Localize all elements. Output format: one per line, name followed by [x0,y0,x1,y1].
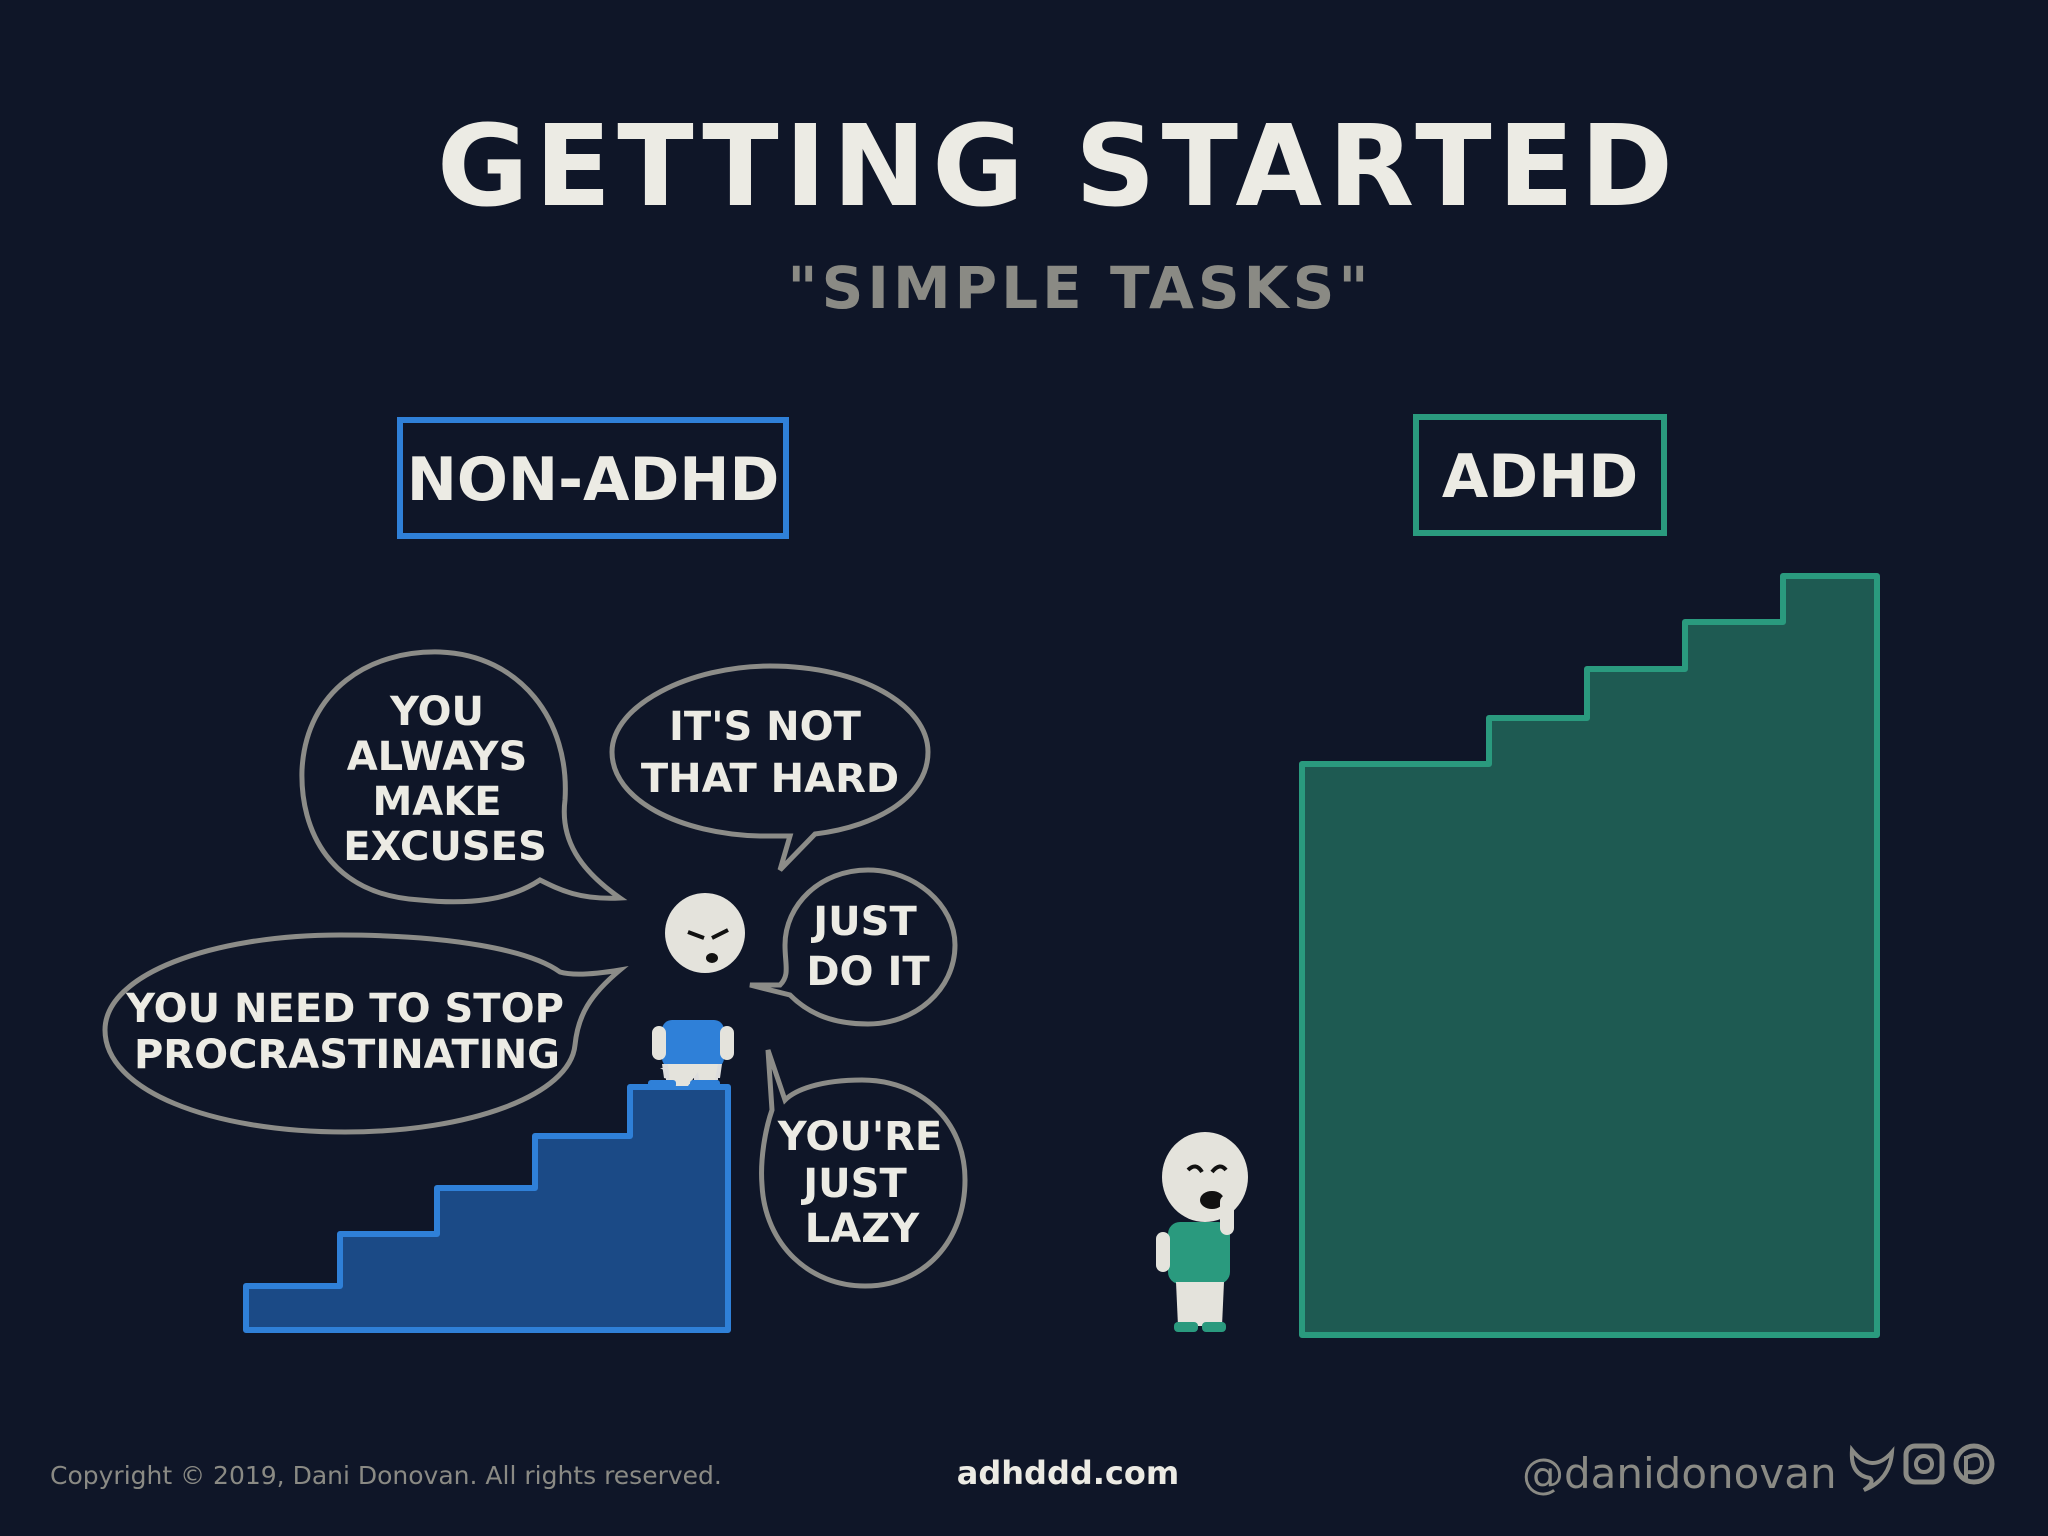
bubble-text-line: YOU [389,689,484,735]
adhd-label-box: ADHD [1413,414,1667,536]
bubble-text-line: JUST [800,1161,907,1207]
speech-bubble-not-that-hard: IT'S NOT THAT HARD [609,663,931,872]
bubble-text-line: EXCUSES [343,824,547,870]
title: GETTING STARTED [437,102,1679,232]
large-staircase [1299,573,1880,1338]
bubble-text-line: YOU'RE [777,1114,942,1160]
speech-bubble-lazy: YOU'RE JUST LAZY [759,1049,968,1289]
bubble-text-line: LAZY [805,1206,920,1252]
non-adhd-label: NON-ADHD [407,445,780,515]
twitter-icon[interactable] [1849,1444,1895,1492]
bubble-text-line: PROCRASTINATING [134,1032,560,1078]
small-staircase [243,1084,731,1333]
speech-bubble-just-do-it: JUST DO IT [749,867,958,1027]
bubble-text-line: DO IT [806,949,930,995]
frowning-character [648,893,745,1088]
non-adhd-label-box: NON-ADHD [397,417,789,539]
patreon-icon[interactable] [1953,1443,1995,1485]
instagram-icon[interactable] [1903,1443,1945,1485]
bubble-text-line: ALWAYS [347,734,528,780]
bubble-text-line: IT'S NOT [669,704,862,750]
adhd-label: ADHD [1442,442,1638,512]
social-handle[interactable]: @danidonovan [1522,1449,1837,1498]
copyright-text: Copyright © 2019, Dani Donovan. All righ… [50,1461,722,1490]
bubble-text-line: JUST [810,899,917,945]
bubble-text-line: THAT HARD [641,756,899,802]
speech-bubble-excuses: YOU ALWAYS MAKE EXCUSES [299,649,628,905]
website-link[interactable]: adhddd.com [957,1454,1179,1492]
bubble-text-line: YOU NEED TO STOP [125,986,564,1032]
nervous-character [1156,1132,1248,1332]
speech-bubble-procrastinating: YOU NEED TO STOP PROCRASTINATING [102,932,629,1135]
bubble-text-line: MAKE [372,779,501,825]
subtitle: "SIMPLE TASKS" [787,254,1372,322]
